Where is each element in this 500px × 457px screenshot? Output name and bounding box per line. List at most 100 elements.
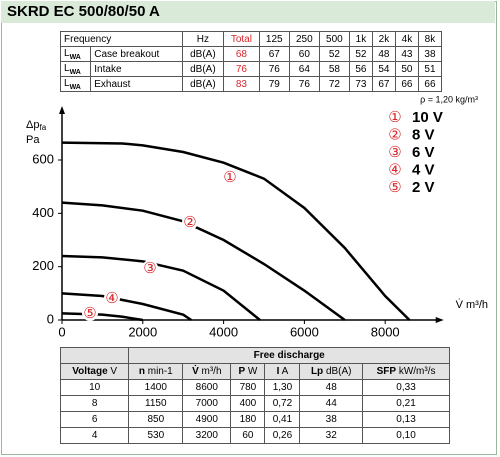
cell: 10 [59,379,130,396]
legend-label: 4 V [412,161,435,178]
column-symbol: P [238,366,246,377]
blank [59,347,130,364]
cell: 0,21 [362,395,450,412]
unit: dB(A) [181,46,225,62]
cell: 0,26 [264,427,301,444]
x-label: V̇ m³/h [456,298,488,311]
cell: 3200 [182,427,232,444]
y-label: Δpfa [26,119,47,132]
cell: 180 [230,411,266,428]
cell: 51 [417,61,443,77]
cell: 4 [59,427,130,444]
legend-label: 10 V [412,109,443,126]
cell: 56 [348,61,373,77]
x-tick-label: 6000 [290,324,319,339]
note: ρ = 1,20 kg/m³ [420,95,478,104]
cell: 76 [288,76,320,92]
curve-label: ⑤ [83,305,96,322]
column-unit: m³/h [201,366,222,377]
row-name: Exhaust [90,76,183,92]
y-label-sub: fa [39,123,46,132]
x-tick-label: 8000 [371,324,400,339]
column-header: Voltage V [59,363,130,380]
cell: 1150 [128,395,184,412]
row: 8 1150 7000 400 0,72 44 0,21 [59,395,450,412]
legend-marker: ① [388,109,401,126]
cell: 66 [394,76,419,92]
cell: 43 [394,46,419,62]
title: SKRD EC 500/80/50 A [1,1,495,23]
row-name: Case breakout [90,46,183,62]
header-row: Frequency Hz Total 125 250 500 1k 2k 4k 8k [60,31,443,47]
cell: 72 [318,76,350,92]
unit: dB(A) [181,76,225,92]
legend-marker: ② [388,126,401,143]
column-header: 2k [371,31,396,47]
column-symbol: n [138,366,145,377]
symbol: L [64,77,70,89]
cell: 54 [371,61,396,77]
curve [61,312,143,322]
curve-label: ② [183,214,196,231]
cell: 76 [258,61,290,77]
column-header: Lp dB(A) [299,363,364,380]
column-header: Hz [181,31,225,47]
total: 83 [223,76,260,92]
sound-table: Frequency Hz Total 125 250 500 1k 2k 4k 8k LWA Case… [59,31,443,92]
cell: 48 [299,379,364,396]
total: 68 [223,46,260,62]
y-tick-label: 600 [32,151,54,166]
cell: 0,10 [362,427,450,444]
group-row: Free discharge [59,347,450,364]
legend-marker: ④ [388,161,401,178]
column-header: Frequency [60,31,183,47]
curve-label-bg [82,305,98,321]
curve-label: ① [223,169,236,186]
x-arrow [435,317,444,323]
cell: 52 [318,46,350,62]
column-symbol: SFP [376,366,397,377]
cell: 4900 [182,411,232,428]
row: LWA Intake dB(A) 76 76 64 58 56 54 50 51 [59,61,443,77]
column-symbol: V̇ [192,366,199,377]
cell: 0,13 [362,411,450,428]
cell: 48 [371,46,396,62]
x-tick-label: 0 [58,324,65,339]
column-unit: dB(A) [325,366,352,377]
cell: 50 [394,61,419,77]
symbol-cell: LWA [59,46,92,62]
curve [61,141,411,321]
cell: 60 [288,46,320,62]
curve [61,292,192,322]
column-header: I A [264,363,301,380]
x-tick-label: 2000 [128,324,157,339]
legend-label: 8 V [412,126,435,143]
cell: 73 [348,76,373,92]
curve-label: ③ [143,260,156,277]
curve-label-bg [222,169,238,185]
cell: 52 [348,46,373,62]
y-tick-label: 0 [47,311,54,326]
cell: 8 [59,395,130,412]
cell: 79 [258,76,290,92]
column-header: 125 [258,31,290,47]
legend-label: 2 V [412,179,435,196]
y-unit: Pa [26,134,40,146]
row: 6 850 4900 180 0,41 38 0,13 [59,411,450,428]
cell: 7000 [182,395,232,412]
column-header: 500 [318,31,350,47]
cell: 0,41 [264,411,301,428]
column-symbol: I [276,366,280,377]
cell: 66 [417,76,443,92]
x-tick-label: 4000 [209,324,238,339]
cell: 44 [299,395,364,412]
cell: 38 [299,411,364,428]
cell: 8600 [182,379,232,396]
cell: 6 [59,411,130,428]
symbol-sub: WA [69,53,81,61]
cell: 38 [417,46,443,62]
unit: dB(A) [181,61,225,77]
